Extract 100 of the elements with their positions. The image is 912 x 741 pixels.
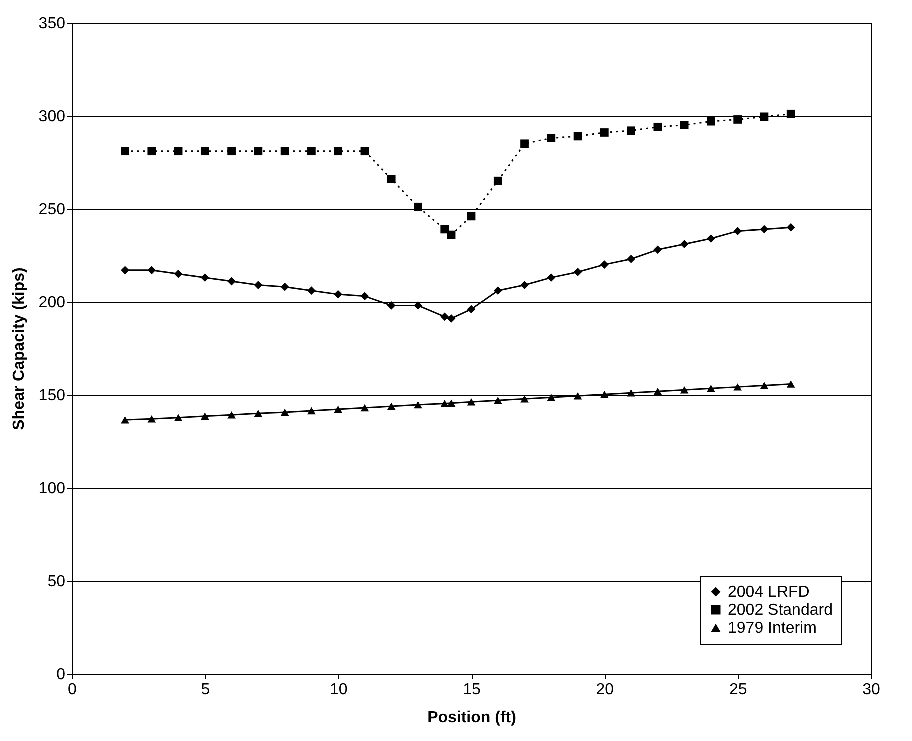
legend-label: 2004 LRFD: [728, 584, 810, 601]
point: [308, 286, 316, 296]
y-tick-label: 150: [38, 388, 66, 404]
point: [148, 416, 156, 423]
point: [547, 274, 556, 282]
point: [447, 314, 456, 323]
y-axis-title: Shear Capacity (kips): [10, 268, 28, 430]
point: [387, 175, 396, 184]
y-tick-label: 250: [38, 202, 66, 218]
y-tick-label: 300: [38, 108, 66, 126]
point: [308, 407, 316, 415]
point: [360, 404, 370, 412]
point: [360, 147, 370, 156]
point: [680, 386, 689, 394]
point: [254, 147, 263, 156]
point: [600, 260, 609, 269]
point: [520, 281, 529, 290]
point: [148, 266, 156, 275]
y-tick-label: 50: [48, 574, 66, 590]
point: [520, 140, 529, 148]
point: [467, 212, 476, 221]
point: [200, 147, 210, 156]
point: [414, 302, 422, 310]
point: [280, 408, 290, 416]
x-tick-label: 25: [729, 682, 748, 698]
point: [280, 282, 290, 292]
point: [494, 286, 502, 296]
point: [654, 122, 662, 132]
y-tick-label: 100: [38, 480, 66, 498]
point: [440, 400, 450, 408]
point: [627, 126, 636, 136]
y-tick-label: 350: [38, 16, 66, 32]
point: [734, 227, 742, 236]
point: [228, 277, 236, 286]
x-tick-label: 0: [68, 682, 78, 698]
point: [760, 112, 769, 122]
point: [200, 274, 210, 282]
point: [228, 411, 236, 419]
point: [494, 176, 502, 186]
point: [547, 394, 556, 402]
point: [574, 392, 582, 400]
point: [680, 121, 689, 130]
legend-label: 2002 Standard: [728, 602, 833, 619]
point: [334, 290, 343, 299]
point: [440, 312, 450, 322]
x-tick-label: 15: [463, 682, 481, 698]
x-tick-label: 5: [201, 682, 210, 698]
point: [174, 270, 183, 278]
point: [440, 225, 450, 234]
point: [414, 202, 422, 212]
point: [387, 302, 396, 310]
point: [734, 116, 742, 124]
point: [254, 281, 263, 290]
point: [121, 266, 130, 275]
point: [520, 395, 529, 403]
point: [760, 225, 769, 234]
point: [387, 402, 396, 410]
point: [707, 234, 716, 243]
point: [760, 382, 769, 390]
point: [174, 414, 183, 422]
point: [414, 401, 422, 409]
point: [786, 380, 796, 388]
point: [200, 412, 210, 420]
point: [334, 147, 343, 156]
point: [121, 416, 130, 424]
point: [707, 385, 716, 392]
point: [654, 246, 662, 254]
y-tick-label: 200: [38, 294, 66, 312]
point: [627, 255, 636, 264]
point: [467, 305, 476, 314]
point: [574, 132, 582, 141]
point: [254, 410, 263, 418]
point: [600, 128, 609, 137]
x-tick-label: 10: [330, 682, 348, 698]
point: [447, 230, 456, 240]
point: [654, 388, 662, 396]
point: [447, 400, 456, 407]
point: [228, 147, 236, 156]
point: [174, 147, 183, 156]
point: [360, 292, 370, 301]
x-tick-label: 30: [862, 682, 880, 698]
point: [148, 147, 156, 156]
point: [680, 240, 689, 249]
y-tick-label: 0: [56, 666, 66, 684]
point: [786, 223, 796, 232]
point: [334, 406, 343, 414]
point: [280, 147, 290, 156]
legend-label: 1979 Interim: [728, 620, 817, 637]
point: [308, 147, 316, 156]
point: [786, 110, 796, 118]
point: [547, 134, 556, 143]
point: [707, 117, 716, 126]
x-axis-title: Position (ft): [428, 710, 516, 726]
x-tick-label: 20: [596, 682, 614, 698]
point: [627, 390, 636, 397]
point: [467, 398, 476, 406]
point: [734, 384, 742, 391]
point: [121, 147, 130, 156]
point: [574, 268, 582, 276]
point: [494, 396, 502, 404]
